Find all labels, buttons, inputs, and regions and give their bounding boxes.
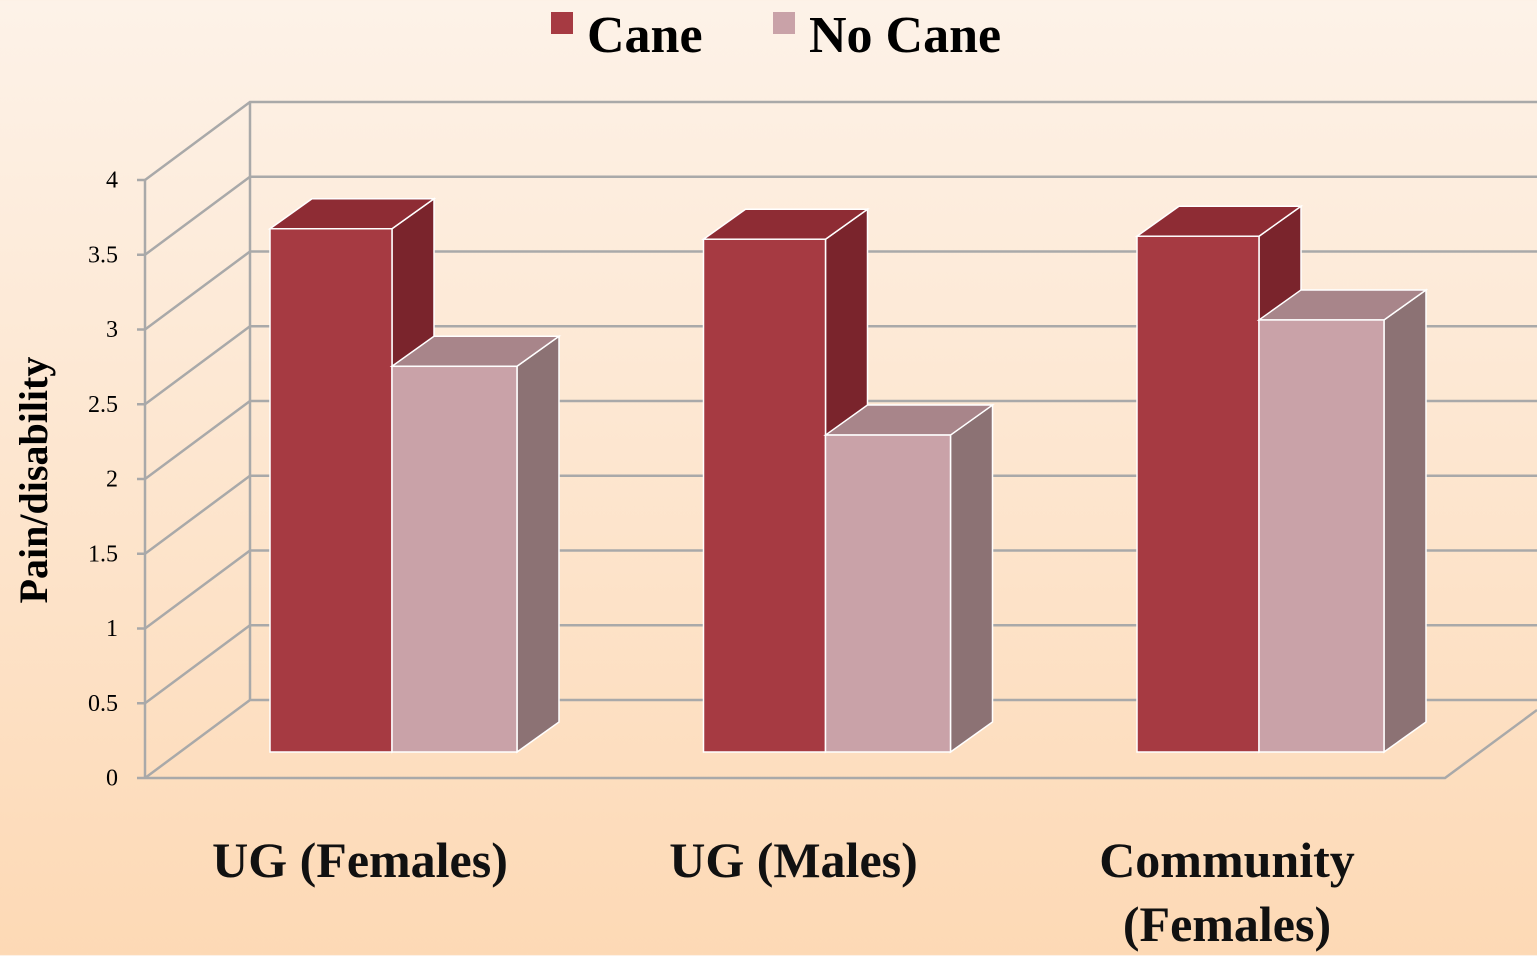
y-tick-label: 1 [106, 616, 118, 642]
bar-side [516, 334, 560, 754]
x-tick-label: Community (Females) [1099, 832, 1355, 952]
y-tick-label: 2 [106, 467, 118, 493]
bar-side [1383, 288, 1427, 754]
x-tick-label: UG (Females) [212, 832, 508, 888]
grid-line [144, 250, 1537, 331]
grid-line [144, 325, 1537, 406]
bar [1136, 235, 1260, 753]
floor-edge [145, 708, 1537, 780]
y-tick-label: 4 [106, 168, 118, 194]
bar [702, 238, 827, 753]
grid-line [144, 698, 1537, 780]
legend-label: Cane [587, 7, 703, 64]
y-tick-label: 3.5 [88, 242, 118, 268]
grid-line [144, 399, 1537, 481]
bar [391, 365, 518, 753]
grid-line [144, 175, 1537, 256]
legend-swatch [551, 12, 573, 34]
grid-line [144, 549, 1537, 630]
legend-swatch [773, 12, 795, 34]
y-tick-label: 3 [106, 317, 118, 343]
legend-label: No Cane [809, 7, 1001, 64]
grid-line [144, 624, 1537, 705]
bar [824, 434, 952, 753]
y-tick-label: 0.5 [88, 691, 118, 717]
y-tick-label: 1.5 [88, 541, 118, 567]
y-tick-label: 0 [106, 766, 118, 792]
bar [269, 228, 393, 753]
grid-line [144, 474, 1537, 555]
x-tick-label: UG (Males) [669, 832, 918, 888]
y-tick-label: 2.5 [88, 392, 118, 418]
y-axis-label: Pain/disability [11, 357, 56, 604]
bar-side [949, 403, 994, 754]
grid-line [144, 100, 1537, 182]
bar [1258, 319, 1385, 753]
